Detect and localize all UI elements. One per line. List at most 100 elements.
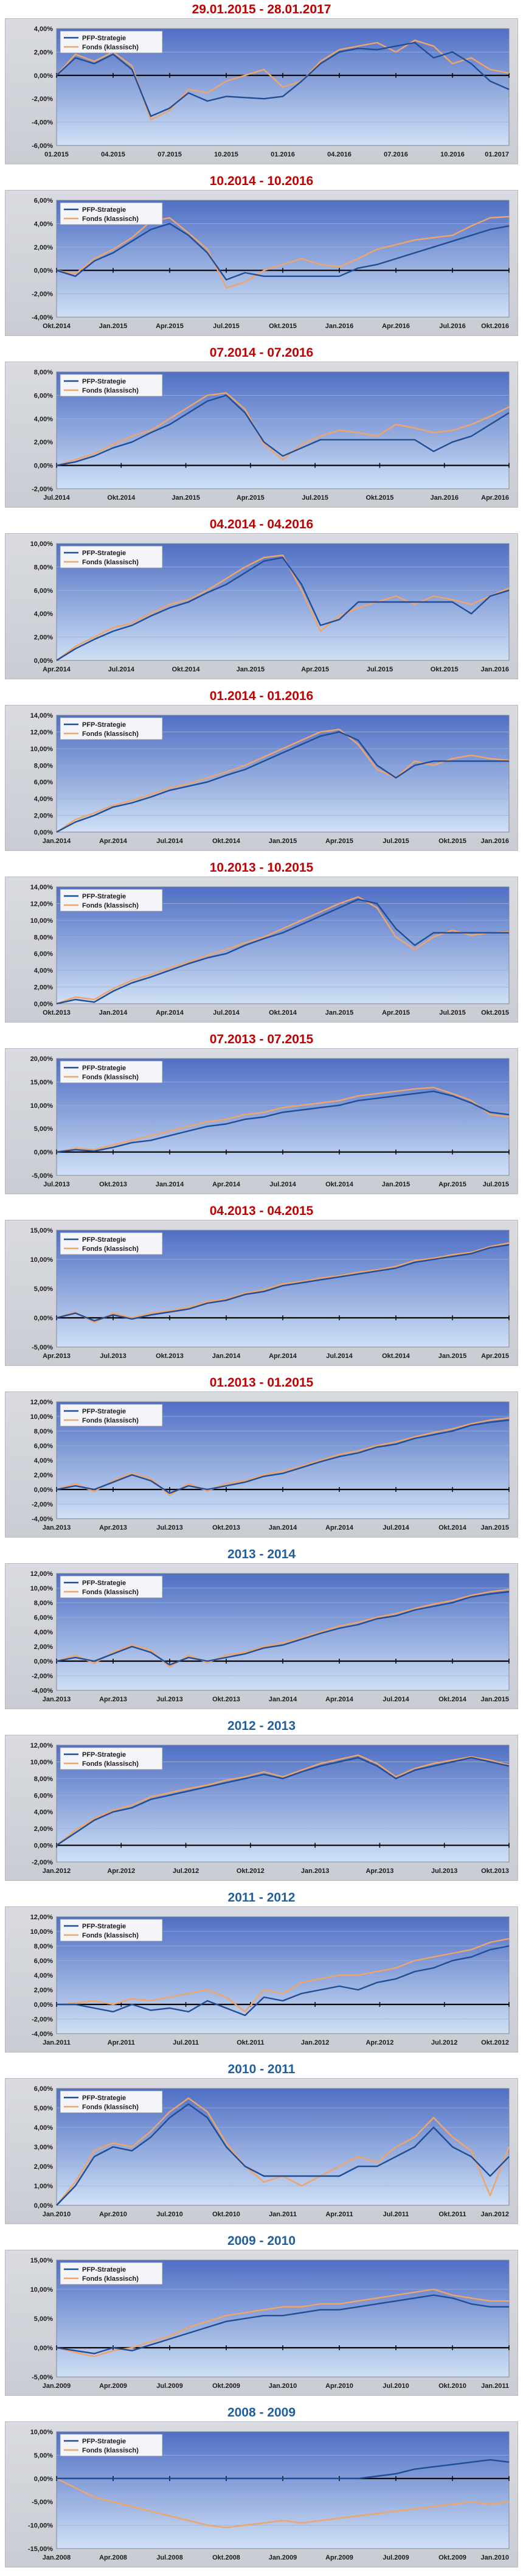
x-tick-label: Jan.2011 <box>43 2039 71 2046</box>
x-tick-label: Okt.2010 <box>438 2382 466 2390</box>
y-tick-label: 10,00% <box>30 541 54 548</box>
x-tick-label: Apr.2014 <box>43 666 71 673</box>
x-tick-label: Apr.2010 <box>99 2211 127 2218</box>
chart-box: 12,00% 10,00% 8,00% 6,00% 4,00% 2,00% 0,00% -2,… <box>5 1735 518 1881</box>
legend-label-strategy: PFP-Strategie <box>82 893 126 900</box>
chart-svg: 15,00% 10,00% 5,00% 0,00% -5,00% Apr.2013 Jul.… <box>30 1227 510 1360</box>
x-tick-label: Jan.2012 <box>481 2211 509 2218</box>
y-tick-label: 2,00% <box>34 1825 53 1833</box>
x-tick-label: Apr.2015 <box>382 1009 410 1017</box>
y-tick-label: 3,00% <box>34 2144 53 2151</box>
legend-label-strategy: PFP-Strategie <box>82 206 126 214</box>
y-tick-label: 0,00% <box>34 1843 53 1850</box>
chart-section: 07.2014 - 07.2016 8,00% 6,00% 4,00% 2,00% 0,0… <box>0 343 523 515</box>
chart-title: 04.2013 - 04.2015 <box>209 1204 314 1218</box>
legend-label-fund: Fonds (klassisch) <box>82 387 139 394</box>
legend-label-fund: Fonds (klassisch) <box>82 1589 139 1596</box>
series-line-strategy <box>56 1244 510 1322</box>
x-tick-label: 04.2015 <box>101 151 125 158</box>
y-tick-label: 4,00% <box>34 1629 53 1636</box>
chart-section: 04.2013 - 04.2015 15,00% 10,00% 5,00% 0,00% -… <box>0 1202 523 1373</box>
y-tick-label: 14,00% <box>30 884 54 891</box>
y-tick-label: 10,00% <box>30 1256 54 1264</box>
x-tick-label: Jul.2014 <box>213 1009 240 1017</box>
y-tick-label: 8,00% <box>34 1428 53 1435</box>
y-tick-label: 12,00% <box>30 1742 54 1749</box>
y-tick-label: 2,00% <box>34 49 53 56</box>
x-tick-label: Jan.2014 <box>156 1181 184 1188</box>
x-tick-label: Okt.2014 <box>43 323 71 330</box>
y-tick-label: 8,00% <box>34 1600 53 1607</box>
y-tick-label: 15,00% <box>30 2257 54 2264</box>
legend-label-fund: Fonds (klassisch) <box>82 1245 139 1253</box>
x-tick-label: Jan.2016 <box>481 666 509 673</box>
y-tick-label: 0,00% <box>34 2001 53 2009</box>
chart-svg: 12,00% 10,00% 8,00% 6,00% 4,00% 2,00% 0,00% -2,… <box>30 1570 510 1703</box>
y-tick-label: 6,00% <box>34 1443 53 1450</box>
x-tick-label: Apr.2011 <box>325 2211 353 2218</box>
series-line-strategy <box>57 1945 510 2017</box>
x-tick-label: Jul.2010 <box>156 2211 182 2218</box>
x-tick-label: Apr.2010 <box>325 2382 353 2390</box>
x-tick-label: Jul.2013 <box>100 1353 126 1360</box>
x-tick-label: Jan.2009 <box>43 2382 71 2390</box>
x-tick-label: Jan.2015 <box>99 323 127 330</box>
y-tick-label: 6,00% <box>34 197 53 205</box>
legend-label-strategy: PFP-Strategie <box>82 1065 126 1072</box>
y-tick-label: 8,00% <box>34 1943 53 1950</box>
chart-title: 10.2014 - 10.2016 <box>209 174 314 188</box>
y-tick-label: 0,00% <box>34 2202 53 2210</box>
x-tick-label: Jul.2015 <box>213 323 239 330</box>
x-tick-label: Jul.2015 <box>367 666 393 673</box>
series-line-fund <box>56 1417 510 1496</box>
legend-label-strategy: PFP-Strategie <box>82 1923 126 1930</box>
x-tick-label: Apr.2013 <box>43 1353 71 1360</box>
chart-section: 01.2014 - 01.2016 14,00% 12,00% 10,00% 8,00%… <box>0 687 523 858</box>
y-tick-label: 2,00% <box>34 813 53 820</box>
legend-label-fund: Fonds (klassisch) <box>82 2447 139 2454</box>
x-tick-label: Apr.2014 <box>99 838 128 845</box>
x-tick-label: Apr.2015 <box>301 666 329 673</box>
y-tick-label: 10,00% <box>30 1759 54 1766</box>
y-tick-label: 6,00% <box>34 1958 53 1965</box>
y-tick-label: 2,00% <box>34 1472 53 1479</box>
x-tick-label: Jan.2015 <box>438 1353 466 1360</box>
legend-label-fund: Fonds (klassisch) <box>82 1074 139 1081</box>
x-tick-label: 10.2015 <box>214 151 238 158</box>
x-tick-label: Jul.2013 <box>431 1867 457 1875</box>
y-tick-label: 0,00% <box>34 463 53 470</box>
y-tick-label: 4,00% <box>34 1972 53 1979</box>
x-tick-label: Okt.2012 <box>481 2039 509 2046</box>
y-tick-label: 2,00% <box>34 2163 53 2171</box>
chart-title: 2009 - 2010 <box>227 2234 296 2248</box>
legend-label-strategy: PFP-Strategie <box>82 35 126 42</box>
y-tick-label: 8,00% <box>34 934 53 941</box>
chart-box: 6,00% 5,00% 4,00% 3,00% 2,00% 1,00% 0,00% Jan.2… <box>5 2078 518 2224</box>
y-tick-label: 0,00% <box>34 2476 53 2483</box>
x-tick-label: Jan.2010 <box>269 2382 297 2390</box>
y-tick-label: 12,00% <box>30 729 54 736</box>
chart-title: 2013 - 2014 <box>227 1547 296 1561</box>
x-tick-label: Okt.2014 <box>382 1353 410 1360</box>
series-line-strategy <box>56 41 510 117</box>
series-line-strategy <box>56 731 509 833</box>
y-tick-label: -6,00% <box>32 142 53 150</box>
y-tick-label: 12,00% <box>30 1914 54 1921</box>
y-tick-label: 0,00% <box>34 1315 53 1322</box>
y-tick-label: 0,00% <box>34 1001 53 1008</box>
x-tick-label: Okt.2016 <box>481 323 509 330</box>
x-tick-label: Jul.2012 <box>173 1867 199 1875</box>
y-tick-label: 10,00% <box>30 2429 54 2436</box>
series-line-strategy <box>56 898 509 1005</box>
y-tick-label: 12,00% <box>30 1570 54 1578</box>
y-tick-label: 12,00% <box>30 900 54 908</box>
x-tick-label: Jan.2013 <box>301 1867 329 1875</box>
chart-svg: 12,00% 10,00% 8,00% 6,00% 4,00% 2,00% 0,00% -2,… <box>30 1914 510 2046</box>
x-tick-label: Okt.2009 <box>212 2382 240 2390</box>
y-tick-label: 10,00% <box>30 2286 54 2294</box>
series-line-fund <box>56 1087 510 1153</box>
chart-section: 2013 - 2014 12,00% 10,00% 8,00% 6,00% 4,00% 2,… <box>0 1545 523 1717</box>
legend-box <box>60 1232 163 1255</box>
x-tick-label: Jan.2015 <box>269 838 297 845</box>
